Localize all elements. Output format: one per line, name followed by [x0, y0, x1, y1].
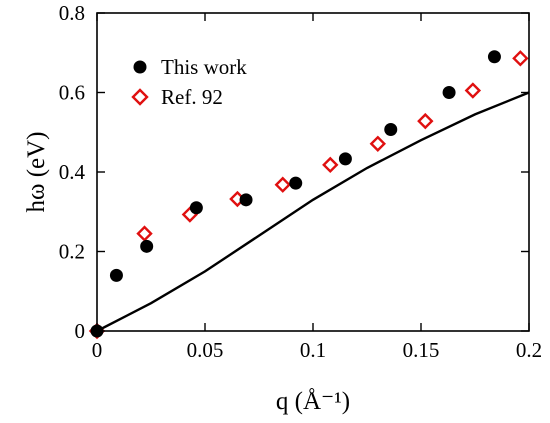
y-tick-label: 0.2	[59, 240, 85, 264]
this-work-point	[189, 201, 203, 215]
ref-92-point	[464, 82, 482, 99]
tick-labels: 0 0.05 0.1 0.15 0.2 0 0.2 0.4 0.6 0.8	[59, 1, 542, 362]
curve-layer	[96, 91, 530, 333]
y-tick-label: 0.8	[59, 1, 85, 25]
this-work-point	[338, 152, 352, 166]
x-axis-title: q (Å⁻¹)	[276, 388, 350, 415]
ref-92-point	[512, 50, 529, 67]
legend-label-this-work: This work	[161, 55, 247, 79]
this-work-point	[109, 268, 123, 282]
marker-layer	[88, 50, 529, 340]
ref-92-point	[369, 135, 386, 152]
this-work-point	[289, 176, 303, 190]
legend-marker-ref-92	[131, 88, 149, 106]
plot-frame	[96, 12, 530, 332]
legend: This work Ref. 92	[131, 55, 247, 109]
legend-label-ref-92: Ref. 92	[161, 85, 223, 109]
this-work-point	[442, 86, 456, 99]
x-tick-label: 0.1	[300, 338, 326, 362]
this-work-point	[140, 239, 154, 253]
ref-92-point	[136, 225, 153, 242]
x-tick-label: 0.15	[403, 338, 440, 362]
y-axis-title: hω (eV)	[23, 131, 50, 212]
legend-marker-this-work	[133, 60, 147, 74]
x-tick-label: 0.05	[187, 338, 224, 362]
ref-92-point	[417, 112, 434, 130]
ref-92-point	[322, 156, 339, 174]
theory-curve	[96, 91, 530, 333]
x-tick-label: 0	[92, 338, 103, 362]
y-tick-label: 0	[75, 319, 86, 343]
this-work-point	[239, 193, 253, 207]
x-tick-label: 0.2	[516, 338, 542, 362]
y-tick-label: 0.4	[59, 160, 86, 184]
this-work-point	[384, 122, 398, 136]
this-work-point	[487, 50, 501, 64]
ref-92-point	[274, 176, 291, 193]
y-tick-label: 0.6	[59, 81, 85, 105]
